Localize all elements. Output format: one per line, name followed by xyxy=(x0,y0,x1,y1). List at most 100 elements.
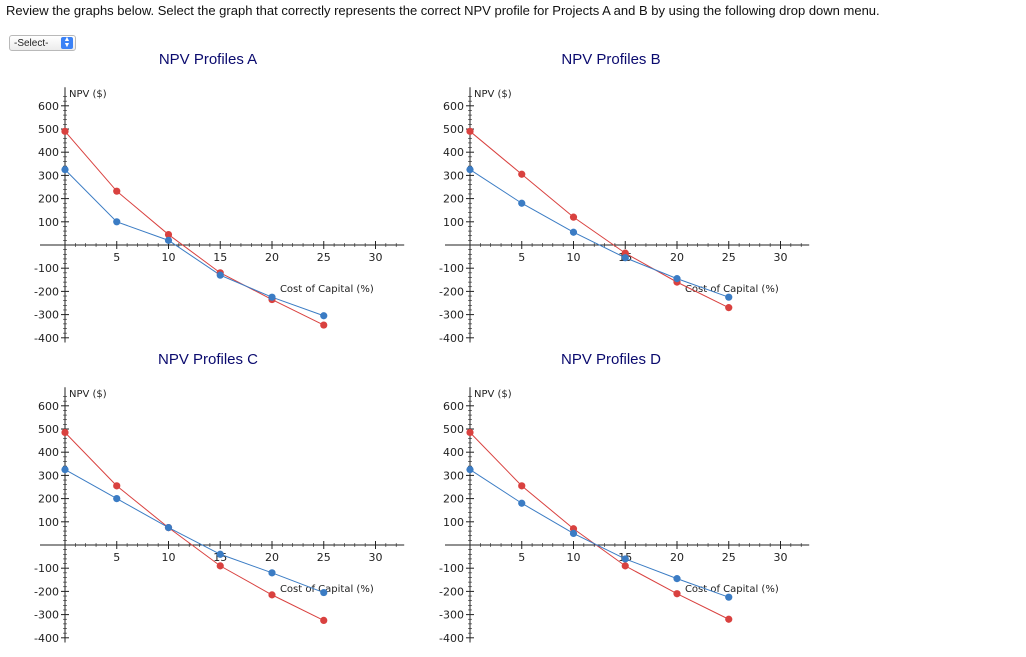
x-tick-label: 30 xyxy=(369,551,383,564)
y-axis-label: NPV ($) xyxy=(474,89,512,100)
y-tick-label: 100 xyxy=(443,216,464,229)
y-tick-label: -200 xyxy=(439,585,464,598)
y-tick-label: 600 xyxy=(443,400,464,413)
x-tick-label: 5 xyxy=(113,551,120,564)
x-tick-label: 25 xyxy=(317,251,331,264)
data-point-project-a xyxy=(518,482,526,490)
y-tick-label: -100 xyxy=(34,262,59,275)
y-tick-label: 200 xyxy=(443,193,464,206)
data-point-project-b xyxy=(466,166,474,174)
chart-title: NPV Profiles C xyxy=(157,351,259,368)
series-line-project-b xyxy=(469,469,729,598)
instruction-text: Review the graphs below. Select the grap… xyxy=(6,3,880,18)
y-tick-label: 600 xyxy=(38,100,59,113)
x-tick-label: 10 xyxy=(567,251,581,264)
npv-profile-select[interactable]: -Select- ▲ ▼ xyxy=(9,35,76,51)
y-tick-label: 300 xyxy=(443,469,464,482)
y-tick-label: -300 xyxy=(439,609,464,622)
data-point-project-a xyxy=(466,428,474,437)
x-tick-label: 30 xyxy=(774,551,788,564)
y-tick-label: 100 xyxy=(38,516,59,529)
data-point-project-a xyxy=(164,230,173,239)
data-point-project-a xyxy=(61,127,69,135)
y-tick-label: 100 xyxy=(38,216,59,229)
x-tick-label: 20 xyxy=(265,251,279,264)
data-point-project-b xyxy=(61,166,69,174)
y-tick-label: 200 xyxy=(38,493,59,506)
data-point-project-b xyxy=(164,524,173,532)
data-point-project-a xyxy=(621,562,629,570)
series-line-project-a xyxy=(469,130,729,309)
y-tick-label: 200 xyxy=(38,193,59,206)
data-point-project-b xyxy=(216,550,224,558)
data-point-project-b xyxy=(268,569,276,577)
y-tick-label: -400 xyxy=(34,632,59,645)
x-tick-label: 20 xyxy=(670,551,684,564)
y-tick-label: 500 xyxy=(38,123,59,136)
x-tick-label: 25 xyxy=(317,551,331,564)
x-tick-label: 10 xyxy=(567,551,581,564)
x-tick-label: 15 xyxy=(213,251,227,264)
data-point-project-b xyxy=(216,271,224,279)
x-tick-label: 25 xyxy=(722,251,736,264)
data-point-project-a xyxy=(725,304,733,312)
y-axis-label: NPV ($) xyxy=(69,389,107,400)
y-tick-label: -100 xyxy=(34,562,59,575)
data-point-project-a xyxy=(518,170,526,178)
y-tick-label: -300 xyxy=(439,309,464,322)
data-point-project-b xyxy=(113,495,121,503)
data-point-project-b xyxy=(569,529,578,537)
y-tick-label: 600 xyxy=(443,100,464,113)
y-tick-label: 600 xyxy=(38,400,59,413)
data-point-project-b xyxy=(466,466,474,474)
y-tick-label: 400 xyxy=(443,446,464,459)
x-axis-label: Cost of Capital (%) xyxy=(280,284,374,295)
series-line-project-a xyxy=(64,432,324,621)
data-point-project-b xyxy=(113,218,121,226)
y-tick-label: 200 xyxy=(443,493,464,506)
x-tick-label: 5 xyxy=(518,251,525,264)
chart-svg: 51015202530600500400300200100-100-200-30… xyxy=(439,87,810,345)
y-tick-label: -400 xyxy=(34,332,59,345)
data-point-project-b xyxy=(268,293,276,301)
data-point-project-b xyxy=(518,499,526,507)
data-point-project-a xyxy=(216,562,224,570)
select-label: -Select- xyxy=(14,37,49,49)
x-tick-label: 30 xyxy=(774,251,788,264)
series-line-project-b xyxy=(64,169,324,317)
data-point-project-a xyxy=(466,127,474,135)
x-tick-label: 20 xyxy=(670,251,684,264)
data-point-project-a xyxy=(320,321,328,329)
x-tick-label: 5 xyxy=(518,551,525,564)
npv-chart-d: NPV Profiles D 5101520253060050040030020… xyxy=(410,350,810,650)
y-tick-label: 400 xyxy=(38,446,59,459)
series-line-project-b xyxy=(469,169,729,298)
data-point-project-b xyxy=(621,254,629,262)
data-point-project-b xyxy=(320,588,328,597)
x-axis-label: Cost of Capital (%) xyxy=(280,584,374,595)
x-axis-label: Cost of Capital (%) xyxy=(685,284,779,295)
data-point-project-a xyxy=(268,591,276,599)
select-updown-icon: ▲ ▼ xyxy=(61,36,73,49)
npv-chart-a: NPV Profiles A 5 10 15 20 25 30 600 500 400 300 20… xyxy=(5,50,405,350)
data-point-project-a xyxy=(673,590,681,598)
chart-title: NPV Profiles A xyxy=(158,51,258,68)
npv-chart-c: NPV Profiles C 5101520253060050040030020… xyxy=(5,350,405,650)
data-point-project-a xyxy=(61,428,69,437)
x-axis-label: Cost of Capital (%) xyxy=(685,584,779,595)
data-point-project-b xyxy=(725,593,733,601)
x-tick-label: 10 xyxy=(162,551,176,564)
data-point-project-a xyxy=(113,482,121,490)
y-tick-label: 300 xyxy=(443,169,464,182)
y-tick-label: 400 xyxy=(38,146,59,159)
data-point-project-b xyxy=(621,555,629,563)
x-tick-label: 10 xyxy=(162,251,176,264)
y-tick-label: 400 xyxy=(443,146,464,159)
series-line-project-a xyxy=(469,432,729,620)
data-point-project-b xyxy=(569,228,578,236)
npv-chart-b: NPV Profiles B 5101520253060050040030020… xyxy=(410,50,810,350)
chart-svg: 51015202530600500400300200100-100-200-30… xyxy=(34,387,405,645)
chart-title: NPV Profiles D xyxy=(560,351,662,368)
data-point-project-b xyxy=(518,199,526,207)
